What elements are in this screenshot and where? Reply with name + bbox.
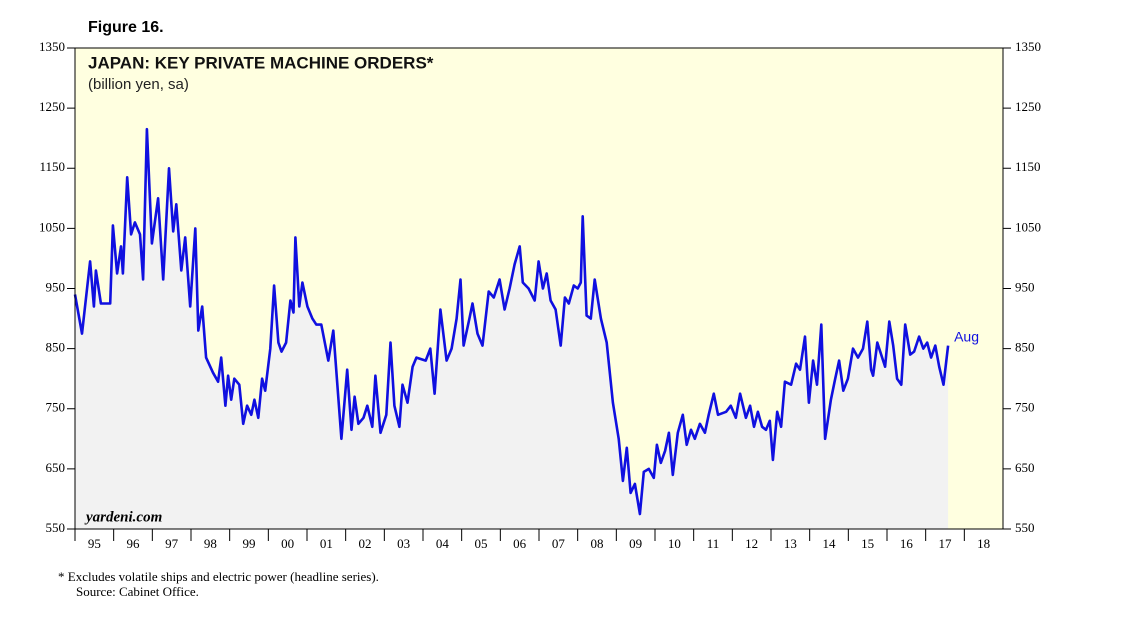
y2-tick-label: 550 [1015,520,1035,535]
y2-tick-label: 950 [1015,279,1035,294]
watermark: yardeni.com [84,509,162,525]
y-tick-label: 550 [46,520,66,535]
x-tick-label: 00 [281,536,294,551]
x-tick-label: 95 [88,536,101,551]
x-tick-label: 99 [243,536,256,551]
x-tick-label: 06 [513,536,527,551]
x-tick-label: 03 [397,536,410,551]
annotation: Aug [954,328,979,344]
y-tick-label: 950 [46,279,66,294]
x-tick-label: 04 [436,536,450,551]
y2-tick-label: 1350 [1015,39,1041,54]
y2-tick-label: 650 [1015,460,1035,475]
y-tick-label: 1350 [39,39,65,54]
x-tick-label: 98 [204,536,217,551]
x-tick-label: 18 [977,536,990,551]
y-tick-label: 1050 [39,219,65,234]
y-tick-label: 650 [46,460,66,475]
y-tick-label: 1250 [39,99,65,114]
x-tick-label: 17 [939,536,953,551]
x-tick-label: 12 [745,536,758,551]
x-tick-label: 96 [127,536,141,551]
plot [73,48,1003,529]
figure-label: Figure 16. [88,19,164,36]
x-tick-label: 16 [900,536,914,551]
footnote: * Excludes volatile ships and electric p… [58,569,379,584]
x-tick-label: 07 [552,536,566,551]
y-tick-label: 750 [46,400,66,415]
y2-tick-label: 1150 [1015,159,1041,174]
x-tick-label: 13 [784,536,797,551]
source: Source: Cabinet Office. [76,584,199,599]
x-tick-label: 05 [475,536,488,551]
x-tick-label: 08 [591,536,604,551]
y-tick-label: 850 [46,340,66,355]
y2-tick-label: 850 [1015,340,1035,355]
x-tick-label: 01 [320,536,333,551]
y2-tick-label: 750 [1015,400,1035,415]
y2-tick-label: 1250 [1015,99,1041,114]
chart-subtitle: (billion yen, sa) [88,76,189,93]
line [73,127,950,516]
chart-title: JAPAN: KEY PRIVATE MACHINE ORDERS* [88,53,434,72]
y-tick-label: 1150 [39,159,65,174]
x-tick-label: 10 [668,536,681,551]
x-tick-label: 97 [165,536,179,551]
x-tick-label: 02 [359,536,372,551]
y2-tick-label: 1050 [1015,219,1041,234]
x-tick-label: 14 [823,536,837,551]
x-tick-label: 09 [629,536,642,551]
area [75,129,949,529]
x-tick-label: 11 [707,536,720,551]
x-tick-label: 15 [861,536,874,551]
